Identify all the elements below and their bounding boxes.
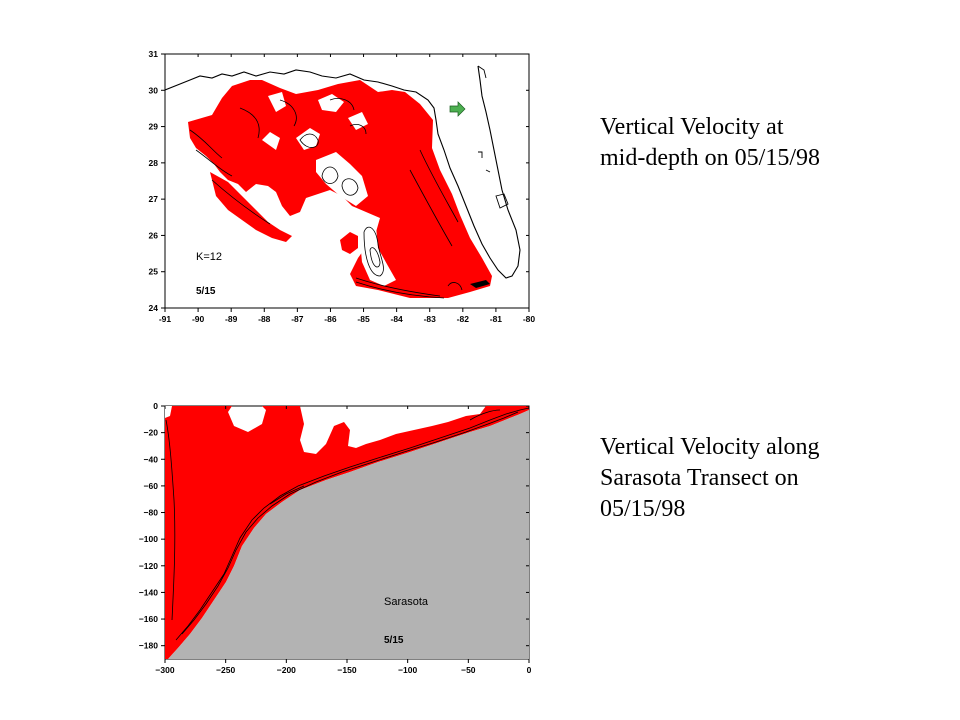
transect-chart: −300 −250 −200 −150 −100 −50 0 0 −20 −40 −60 −80 −1… [139,401,532,675]
x-tick-label: -80 [523,314,536,324]
x-tick-label: -85 [357,314,370,324]
x-tick-label: −150 [337,665,356,675]
y-tick-label: −180 [139,641,158,651]
x-tick-label: −50 [461,665,476,675]
transect-land [168,410,529,659]
arrow-icon [449,101,466,117]
y-tick-label: 0 [153,401,158,411]
x-tick-label: -81 [490,314,503,324]
y-tick-label: −160 [139,614,158,624]
y-tick-label: 27 [149,194,159,204]
map-chart: -91 -90 -89 -88 -87 -86 -85 -84 -83 -82 -81 -80 31 3… [149,49,536,324]
y-tick-label: −40 [144,454,159,464]
x-tick-label: -89 [225,314,238,324]
y-tick-label: −120 [139,561,158,571]
caption-top-line-1: Vertical Velocity at [600,114,784,140]
x-tick-label: -86 [324,314,337,324]
x-tick-label: −250 [216,665,235,675]
y-tick-label: −20 [144,428,159,438]
transect-positive-region [165,406,529,659]
transect-annotation-name: Sarasota [384,596,429,608]
caption-bottom: Vertical Velocity along Sarasota Transec… [600,432,820,525]
x-tick-label: -88 [258,314,271,324]
x-tick-label: -91 [159,314,172,324]
x-tick-label: −300 [155,665,174,675]
map-positive-south [210,172,292,242]
y-tick-label: 31 [149,49,159,59]
y-tick-label: −80 [144,508,159,518]
transect-annotation-date: 5/15 [384,635,404,646]
x-tick-label: −200 [277,665,296,675]
y-tick-label: 24 [149,303,159,313]
y-tick-label: 26 [149,230,159,240]
map-coastline [165,65,521,279]
map-positive-blob [340,232,358,254]
caption-top-line-2: mid-depth on 05/15/98 [600,145,820,171]
y-tick-label: 28 [149,158,159,168]
y-tick-label: −140 [139,587,158,597]
x-tick-label: -84 [390,314,403,324]
map-annotation-k: K=12 [196,251,222,263]
y-tick-label: −60 [144,481,159,491]
caption-bottom-line-2: Sarasota Transect on [600,465,799,491]
y-tick-label: 30 [149,85,159,95]
x-tick-label: −100 [398,665,417,675]
map-annotation-date: 5/15 [196,286,216,297]
y-tick-label: −100 [139,534,158,544]
x-tick-label: 0 [527,665,532,675]
x-tick-label: -82 [457,314,470,324]
y-tick-label: 29 [149,122,159,132]
x-tick-label: -87 [291,314,304,324]
caption-bottom-line-3: 05/15/98 [600,496,686,522]
x-tick-label: -90 [192,314,205,324]
caption-top: Vertical Velocity at mid-depth on 05/15/… [600,112,820,174]
x-tick-label: -83 [424,314,437,324]
y-tick-label: 25 [149,267,159,277]
caption-bottom-line-1: Vertical Velocity along [600,434,820,460]
